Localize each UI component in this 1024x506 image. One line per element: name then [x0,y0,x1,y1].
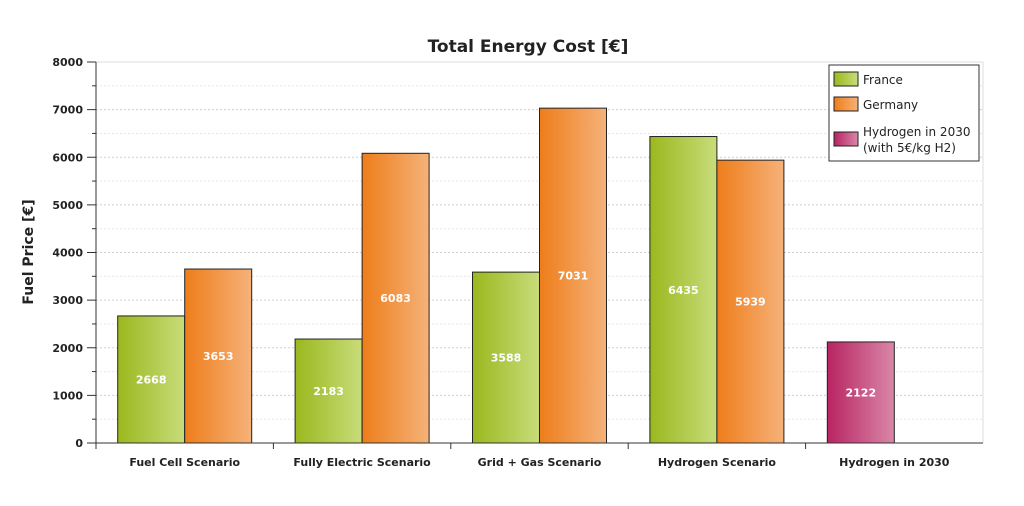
bar-france [117,315,186,444]
y-tick-label: 1000 [52,389,83,402]
data-label: 6083 [380,292,411,305]
legend-label-line: (with 5€/kg H2) [863,141,956,155]
x-tick-label: Hydrogen Scenario [658,456,777,469]
bar-germany [361,152,430,444]
y-tick-label: 3000 [52,294,83,307]
y-tick-label: 0 [75,437,83,450]
legend-swatch [833,71,859,87]
data-label: 2183 [313,385,344,398]
legend-label-line: France [863,73,903,87]
data-label: 6435 [668,284,699,297]
data-label: 2122 [845,386,876,399]
bar-germany [184,268,253,444]
y-tick-label: 6000 [52,151,83,164]
legend-label: Hydrogen in 2030 (with 5€/kg H2) [863,125,970,155]
legend-label: France [863,73,903,87]
legend-label-line: Hydrogen in 2030 [863,125,970,139]
legend-swatch [833,96,859,112]
data-label: 3653 [203,350,234,363]
y-axis-label: Fuel Price [€] [21,199,37,304]
data-label: 7031 [558,270,589,283]
x-tick-label: Fuel Cell Scenario [129,456,240,469]
bar-france [294,338,363,444]
data-label: 5939 [735,296,766,309]
y-tick-label: 5000 [52,199,83,212]
y-tick-label: 2000 [52,342,83,355]
bar-germany [539,107,607,444]
data-label: 2668 [136,373,167,386]
legend-label-line: Germany [863,98,918,112]
y-tick-label: 7000 [52,104,83,117]
bar-france [649,136,718,444]
y-tick-label: 4000 [52,247,83,260]
legend-label: Germany [863,98,918,112]
chart-title: Total Energy Cost [€] [428,37,629,57]
x-tick-label: Hydrogen in 2030 [839,456,950,469]
y-tick-label: 8000 [52,56,83,69]
data-label: 3588 [491,352,522,365]
x-tick-label: Fully Electric Scenario [293,456,431,469]
x-tick-label: Grid + Gas Scenario [478,456,602,469]
legend-swatch [833,131,859,147]
